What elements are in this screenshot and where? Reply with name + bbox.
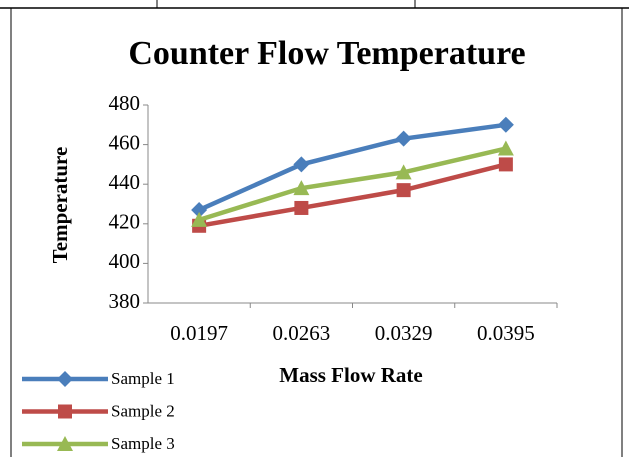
marker	[57, 371, 73, 387]
marker	[395, 130, 412, 147]
x-tick-label: 0.0329	[375, 321, 433, 345]
y-tick-label: 400	[109, 249, 141, 273]
marker	[293, 156, 310, 173]
y-tick-label: 480	[109, 91, 141, 115]
marker	[58, 404, 72, 419]
legend-label: Sample 1	[111, 369, 175, 388]
marker	[293, 180, 310, 196]
y-tick-label: 460	[109, 130, 141, 154]
series-line	[198, 146, 507, 222]
marker	[497, 140, 514, 156]
legend-label: Sample 2	[111, 401, 175, 420]
y-tick-label: 380	[109, 289, 141, 313]
chart-title: Counter Flow Temperature	[128, 35, 525, 72]
marker	[191, 201, 208, 218]
marker	[395, 164, 412, 180]
series-line	[198, 122, 507, 212]
y-axis-label: Temperature	[48, 147, 72, 264]
y-tick-label: 420	[109, 210, 141, 234]
marker	[191, 211, 208, 227]
marker	[497, 116, 514, 133]
marker	[396, 183, 411, 198]
series-line	[198, 162, 507, 228]
legend-label: Sample 3	[111, 434, 175, 453]
y-tick-label: 440	[109, 170, 141, 194]
x-tick-label: 0.0395	[477, 321, 535, 345]
marker	[57, 436, 73, 451]
x-tick-label: 0.0197	[170, 321, 228, 345]
marker	[294, 200, 309, 215]
marker	[498, 157, 513, 172]
x-tick-label: 0.0263	[273, 321, 331, 345]
x-axis-label: Mass Flow Rate	[279, 363, 422, 387]
